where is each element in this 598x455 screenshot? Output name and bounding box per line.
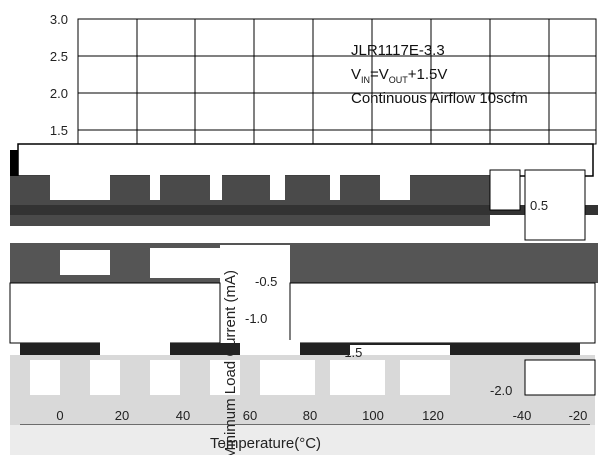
annotation-airflow: Continuous Airflow 10scfm (351, 90, 528, 107)
x-tick-label: -40 (513, 408, 532, 423)
annotation: JLR1117E-3.3 VIN=VOUT+1.5V Continuous Ai… (351, 42, 528, 107)
glitch-edge (10, 150, 18, 178)
y-tick-label: -2.0 (490, 383, 512, 398)
upper-gridlines (78, 19, 596, 144)
y-tick-label: 2.5 (50, 49, 68, 64)
glitch-hole (270, 170, 285, 200)
x-tick-label: 100 (362, 408, 384, 423)
y-tick-label: -0.5 (255, 274, 277, 289)
glitch-hole (330, 360, 385, 395)
y-tick-label: -1.5 (340, 345, 362, 360)
glitch-hole (150, 248, 220, 278)
x-tick-label: 60 (243, 408, 257, 423)
glitch-band-10 (10, 425, 595, 455)
annotation-condition: VIN=VOUT+1.5V (351, 66, 447, 85)
upper-plot-area: 3.0 2.5 2.0 1.5 (50, 12, 597, 145)
glitch-hole (30, 360, 60, 395)
glitch-bands (9, 143, 598, 455)
glitch-hole (489, 169, 521, 211)
y-tick-label: -1.0 (245, 311, 267, 326)
glitch-hole (100, 170, 110, 200)
y-tick-label: 3.0 (50, 12, 68, 27)
glitch-hole (210, 360, 240, 395)
y-tick-label: 0.5 (530, 198, 548, 213)
glitch-hole (60, 250, 110, 275)
glitch-hole (90, 360, 120, 395)
upper-y-ticks: 3.0 2.5 2.0 1.5 (50, 12, 68, 138)
glitch-hole (50, 170, 100, 200)
glitch-band-6 (289, 282, 596, 344)
x-ticks: 0 20 40 60 80 100 120 -40 -20 (56, 408, 587, 423)
x-axis-title: Temperature(°C) (210, 435, 321, 452)
plot-frame (77, 18, 597, 145)
glitch-y-ticks: 0.5 -0.5 -1.0 -1.5 -2.0 (245, 198, 548, 398)
glitch-hole (524, 169, 586, 241)
glitch-hole (400, 360, 450, 395)
x-tick-label: 40 (176, 408, 190, 423)
glitch-hole (380, 170, 410, 200)
y-tick-label: 1.5 (50, 123, 68, 138)
x-tick-label: 80 (303, 408, 317, 423)
glitch-hole (210, 170, 222, 200)
x-tick-label: 20 (115, 408, 129, 423)
x-tick-label: 120 (422, 408, 444, 423)
x-tick-label: 0 (56, 408, 63, 423)
glitch-band-3 (10, 205, 598, 215)
glitch-hole (260, 360, 315, 395)
y-axis-title: Minimum Load Current (mA) (222, 270, 239, 455)
glitch-hole (150, 170, 160, 200)
glitch-hole (524, 359, 596, 396)
glitch-band-9 (10, 400, 595, 425)
glitch-hole (150, 360, 180, 395)
y-tick-label: 2.0 (50, 86, 68, 101)
glitch-band-5 (9, 282, 221, 344)
annotation-part: JLR1117E-3.3 (351, 42, 445, 59)
glitch-hole (220, 245, 290, 320)
glitch-hole (330, 170, 340, 200)
x-tick-label: -20 (569, 408, 588, 423)
